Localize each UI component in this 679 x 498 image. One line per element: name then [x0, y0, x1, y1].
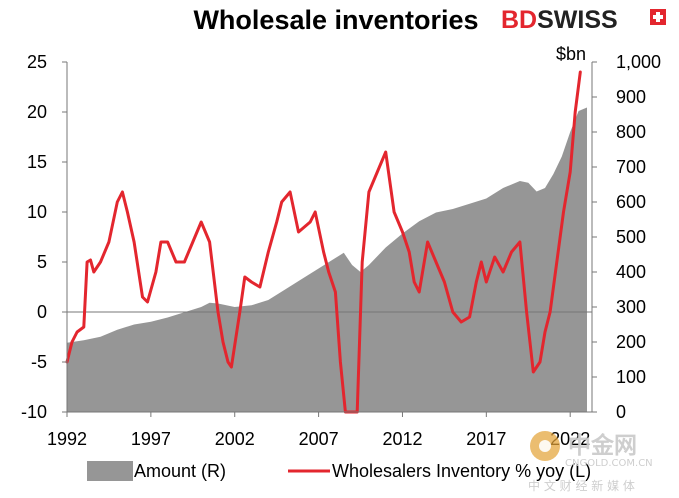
right-axis-tick-label: 200: [616, 332, 646, 352]
x-axis-tick-label: 2022: [550, 429, 590, 449]
left-axis-tick-label: 20: [27, 102, 47, 122]
brand-logo-part1: BD: [501, 6, 537, 34]
right-axis-tick-label: 0: [616, 402, 626, 422]
x-axis-tick-label: 2007: [299, 429, 339, 449]
watermark: 中金网 CNGOLD.COM.CN 中 文 财 经 新 媒 体: [528, 431, 653, 493]
right-axis-tick-label: 100: [616, 367, 646, 387]
right-axis-tick-label: 1,000: [616, 52, 661, 72]
right-axis-tick-label: 400: [616, 262, 646, 282]
left-axis-tick-label: 25: [27, 52, 47, 72]
svg-text:BDSWISS: BDSWISS: [501, 6, 618, 34]
left-axis-tick-label: -5: [31, 352, 47, 372]
right-axis-tick-label: 300: [616, 297, 646, 317]
legend-swatch-amount: [87, 461, 133, 481]
left-axis-tick-label: 5: [37, 252, 47, 272]
watermark-name: 中金网: [568, 432, 637, 459]
series-amount-area: [67, 107, 587, 412]
x-axis-tick-label: 1992: [47, 429, 87, 449]
x-axis-tick-label: 2017: [466, 429, 506, 449]
legend: Amount (R) Wholesalers Inventory % yoy (…: [87, 461, 591, 481]
left-axis-tick-label: 15: [27, 152, 47, 172]
axes: -10 -5 0 5 10 15 20 25 0 100 200 300 400 500 600 700 800…: [21, 52, 661, 449]
right-axis-tick-label: 600: [616, 192, 646, 212]
x-axis-tick-label: 1997: [131, 429, 171, 449]
right-axis-unit: $bn: [556, 44, 586, 64]
chart-title: Wholesale inventories: [193, 5, 478, 35]
legend-label-amount: Amount (R): [134, 461, 226, 481]
watermark-tagline: 中 文 财 经 新 媒 体: [528, 478, 635, 493]
x-axis-tick-label: 2012: [382, 429, 422, 449]
watermark-url: CNGOLD.COM.CN: [565, 458, 653, 469]
right-axis-tick-label: 900: [616, 87, 646, 107]
legend-label-yoy: Wholesalers Inventory % yoy (L): [332, 461, 591, 481]
brand-plus-icon: [650, 9, 666, 25]
left-axis-tick-label: 10: [27, 202, 47, 222]
left-axis-tick-label: -10: [21, 402, 47, 422]
right-axis-tick-label: 500: [616, 227, 646, 247]
right-axis-tick-label: 700: [616, 157, 646, 177]
x-axis-tick-label: 2002: [215, 429, 255, 449]
left-axis-tick-label: 0: [37, 302, 47, 322]
right-axis-tick-label: 800: [616, 122, 646, 142]
brand-logo: BDSWISS: [501, 6, 666, 34]
brand-logo-part2: SWISS: [537, 6, 618, 34]
series-inventory-yoy-line: [65, 70, 582, 414]
